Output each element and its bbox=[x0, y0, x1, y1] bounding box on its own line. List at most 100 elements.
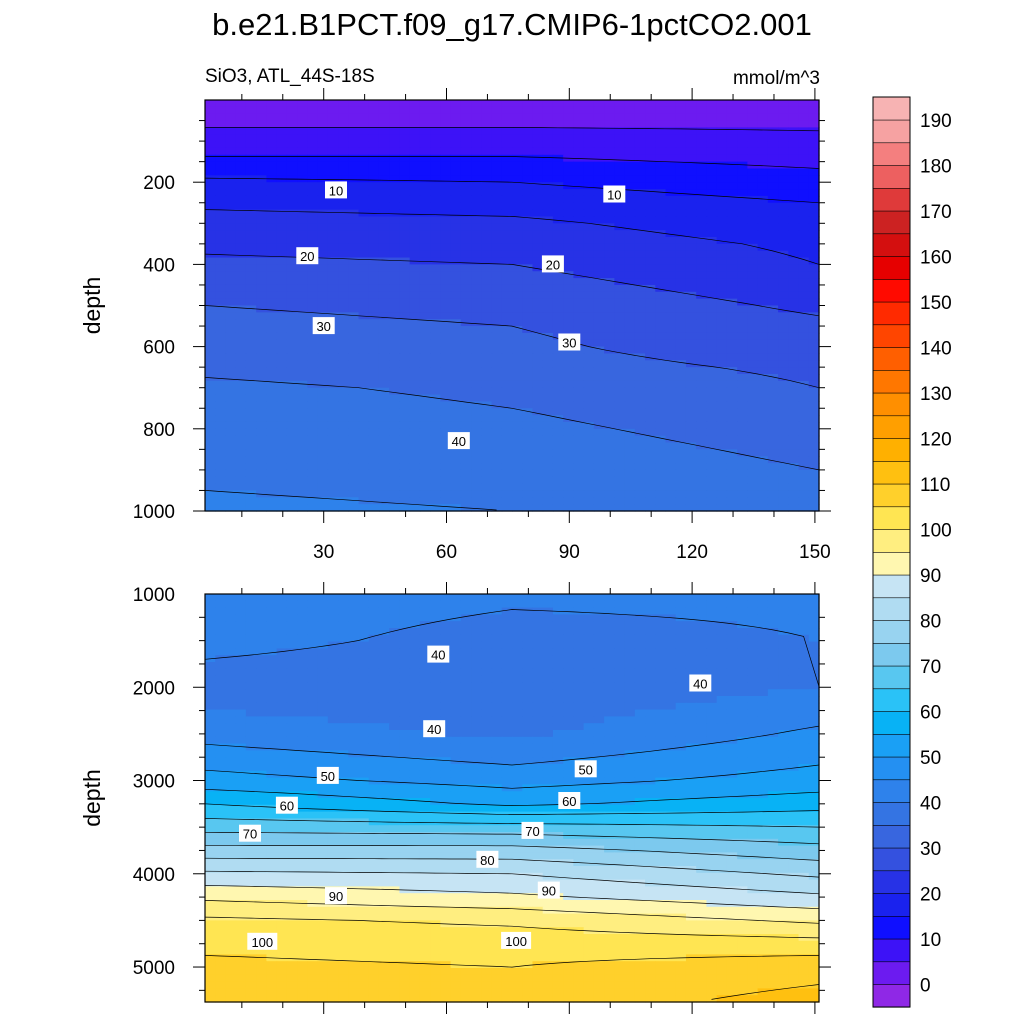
field-cell bbox=[471, 689, 482, 697]
field-cell bbox=[378, 312, 390, 320]
field-cell bbox=[573, 401, 585, 409]
field-cell bbox=[399, 243, 411, 252]
field-cell bbox=[583, 456, 595, 464]
field-cell bbox=[368, 490, 380, 498]
field-cell bbox=[409, 284, 421, 293]
field-cell bbox=[317, 113, 329, 122]
field-cell bbox=[215, 463, 227, 471]
field-cell bbox=[696, 305, 708, 313]
field-cell bbox=[655, 326, 667, 334]
field-cell bbox=[409, 168, 421, 176]
field-cell bbox=[471, 469, 482, 478]
field-cell bbox=[481, 161, 493, 170]
field-cell bbox=[440, 394, 452, 402]
field-cell bbox=[491, 134, 503, 142]
field-cell bbox=[778, 594, 789, 602]
field-cell bbox=[798, 284, 810, 293]
field-cell bbox=[317, 723, 329, 731]
field-cell bbox=[327, 415, 339, 423]
field-cell bbox=[532, 648, 544, 656]
field-cell bbox=[266, 662, 278, 670]
field-cell bbox=[235, 312, 247, 320]
field-cell bbox=[542, 374, 554, 382]
field-cell bbox=[624, 127, 636, 135]
field-cell bbox=[788, 428, 800, 437]
field-cell bbox=[593, 428, 605, 437]
field-cell bbox=[788, 463, 800, 471]
field-cell bbox=[716, 353, 728, 361]
field-cell bbox=[675, 339, 687, 348]
field-cell bbox=[798, 490, 810, 498]
field-cell bbox=[716, 428, 728, 437]
field-cell bbox=[532, 237, 544, 245]
field-cell bbox=[440, 594, 452, 602]
field-cell bbox=[583, 408, 595, 416]
field-cell bbox=[491, 497, 503, 505]
field-cell bbox=[532, 305, 544, 313]
field-cell bbox=[317, 134, 329, 142]
field-cell bbox=[266, 278, 278, 286]
field-cell bbox=[778, 675, 789, 683]
field-cell bbox=[440, 476, 452, 485]
field-cell bbox=[419, 367, 431, 375]
field-cell bbox=[205, 401, 216, 409]
field-cell bbox=[552, 641, 564, 649]
field-cell bbox=[645, 648, 656, 656]
field-cell bbox=[696, 490, 708, 498]
field-cell bbox=[685, 628, 697, 636]
field-cell bbox=[389, 332, 401, 341]
field-cell bbox=[778, 189, 789, 197]
field-cell bbox=[389, 380, 401, 389]
field-cell bbox=[542, 621, 554, 629]
field-cell bbox=[532, 442, 544, 450]
field-cell bbox=[645, 106, 656, 115]
field-cell bbox=[573, 394, 585, 402]
field-cell bbox=[593, 237, 605, 245]
field-cell bbox=[317, 305, 329, 313]
field-cell bbox=[767, 230, 779, 238]
field-cell bbox=[491, 100, 503, 108]
field-cell bbox=[685, 106, 697, 115]
field-cell bbox=[675, 257, 687, 265]
field-cell bbox=[512, 326, 523, 334]
field-cell bbox=[378, 504, 390, 512]
field-cell bbox=[245, 367, 257, 375]
field-cell bbox=[225, 319, 237, 327]
field-cell bbox=[215, 483, 227, 492]
field-cell bbox=[685, 648, 697, 656]
field-cell bbox=[675, 483, 687, 492]
field-cell bbox=[532, 497, 544, 505]
field-cell bbox=[706, 175, 718, 183]
field-cell bbox=[665, 614, 677, 622]
field-cell bbox=[573, 682, 585, 690]
field-cell bbox=[757, 298, 769, 307]
field-cell bbox=[389, 696, 401, 704]
field-cell bbox=[450, 360, 462, 368]
field-cell bbox=[767, 614, 779, 622]
field-cell bbox=[706, 216, 718, 224]
field-cell bbox=[307, 648, 319, 656]
field-cell bbox=[266, 401, 278, 409]
field-cell bbox=[450, 209, 462, 218]
field-cell bbox=[696, 367, 708, 375]
field-cell bbox=[297, 141, 308, 149]
field-cell bbox=[235, 134, 247, 142]
field-cell bbox=[419, 332, 431, 341]
field-cell bbox=[419, 689, 431, 697]
field-cell bbox=[583, 189, 595, 197]
field-cell bbox=[368, 723, 380, 731]
field-cell bbox=[675, 628, 687, 636]
field-cell bbox=[399, 387, 411, 396]
field-cell bbox=[522, 374, 534, 382]
field-cell bbox=[563, 723, 574, 731]
field-cell bbox=[542, 243, 554, 252]
field-cell bbox=[716, 168, 728, 176]
field-cell bbox=[348, 305, 360, 313]
field-cell bbox=[501, 655, 513, 663]
field-cell bbox=[440, 339, 452, 348]
field-cell bbox=[378, 730, 390, 738]
field-cell bbox=[522, 655, 534, 663]
field-cell bbox=[778, 346, 789, 355]
field-cell bbox=[737, 662, 748, 670]
field-cell bbox=[338, 682, 349, 690]
